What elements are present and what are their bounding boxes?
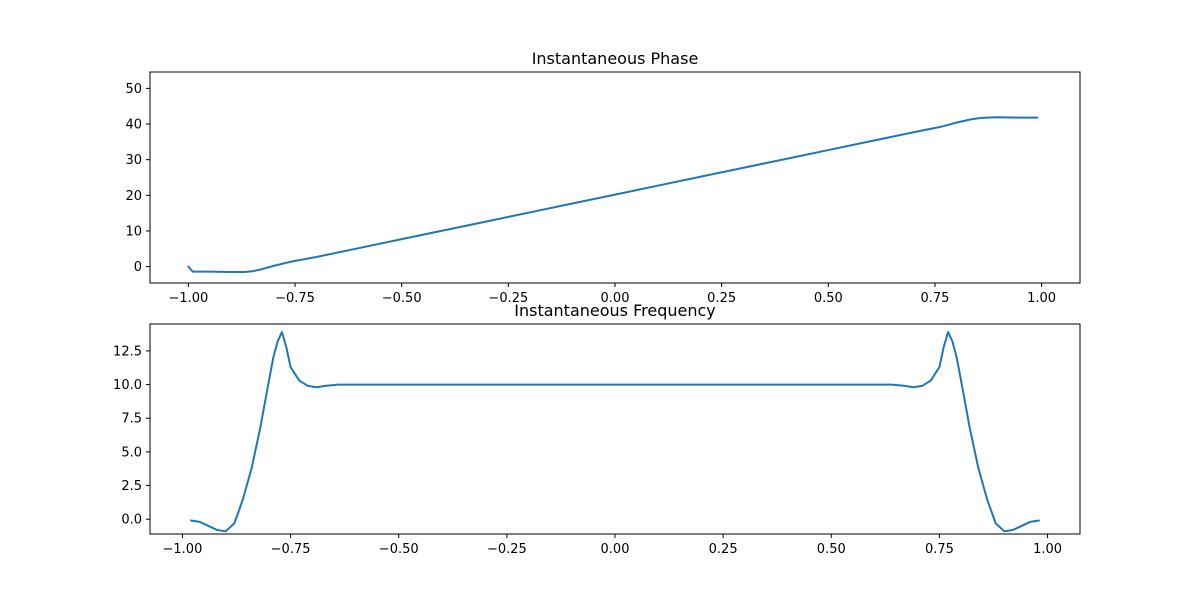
phase-axes-frame — [149, 71, 1081, 284]
phase-x-tick-label: −0.25 — [488, 291, 528, 306]
frequency-x-tick-label: 1.00 — [1033, 542, 1062, 557]
frequency-x-tick-label: −0.50 — [379, 542, 419, 557]
frequency-axes-frame — [149, 323, 1081, 535]
phase-y-tick-label: 50 — [125, 82, 142, 97]
frequency-chart: −1.00 −0.75 −0.50 −0.25 0.00 0.25 0.50 0.75 1.00… — [113, 301, 1081, 557]
phase-x-tick-label: −0.50 — [382, 291, 422, 306]
phase-x-tick-label: 1.00 — [1027, 291, 1056, 306]
frequency-x-tick-label: 0.25 — [709, 542, 738, 557]
phase-title: Instantaneous Phase — [532, 49, 699, 68]
frequency-x-tick-label: −0.25 — [487, 542, 527, 557]
phase-y-tick-label: 10 — [125, 224, 142, 239]
phase-x-tick-label: 0.25 — [707, 291, 736, 306]
phase-y-tick-label: 30 — [125, 153, 142, 168]
frequency-y-tick-label: 0.0 — [121, 513, 142, 528]
frequency-x-tick-label: −1.00 — [163, 542, 203, 557]
phase-x-tick-label: 0.50 — [814, 291, 843, 306]
phase-chart: −1.00 −0.75 −0.50 −0.25 0.00 0.25 0.50 0.75 1.00… — [125, 49, 1081, 306]
frequency-y-tick-label: 7.5 — [121, 412, 142, 427]
frequency-title: Instantaneous Frequency — [514, 301, 715, 320]
frequency-x-tick-label: 0.50 — [817, 542, 846, 557]
frequency-y-tick-label: 12.5 — [113, 344, 142, 359]
phase-y-tick-label: 20 — [125, 189, 142, 204]
frequency-y-tick-label: 5.0 — [121, 445, 142, 460]
phase-x-tick-label: −1.00 — [168, 291, 208, 306]
phase-y-tick-label: 40 — [125, 118, 142, 133]
phase-x-tick-label: 0.75 — [920, 291, 949, 306]
frequency-series-line — [190, 331, 1040, 533]
frequency-y-tick-label: 2.5 — [121, 479, 142, 494]
frequency-x-tick-label: 0.00 — [601, 542, 630, 557]
phase-series-line — [187, 116, 1039, 273]
phase-x-tick-label: 0.00 — [601, 291, 630, 306]
frequency-x-tick-label: 0.75 — [925, 542, 954, 557]
frequency-x-tick-label: −0.75 — [271, 542, 311, 557]
phase-y-tick-label: 0 — [134, 260, 142, 275]
frequency-y-tick-label: 10.0 — [113, 378, 142, 393]
phase-x-tick-label: −0.75 — [275, 291, 315, 306]
